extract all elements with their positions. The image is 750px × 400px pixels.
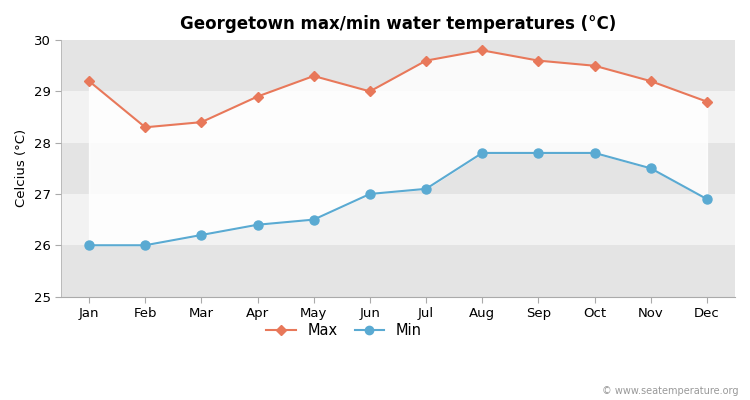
Y-axis label: Celcius (°C): Celcius (°C) — [15, 129, 28, 207]
Title: Georgetown max/min water temperatures (°C): Georgetown max/min water temperatures (°… — [180, 15, 616, 33]
Bar — [61, 245, 735, 296]
Legend: Max, Min: Max, Min — [260, 316, 429, 346]
Text: © www.seatemperature.org: © www.seatemperature.org — [602, 386, 739, 396]
Bar — [61, 143, 735, 194]
Bar — [61, 194, 735, 245]
Bar — [61, 91, 735, 143]
Bar — [61, 40, 735, 91]
